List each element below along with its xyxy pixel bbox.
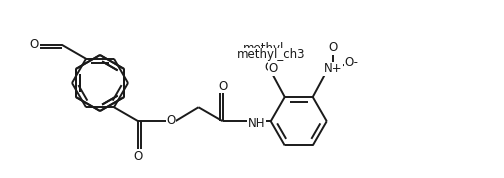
Text: O: O	[218, 80, 227, 93]
Text: O: O	[167, 114, 176, 127]
Text: methyl_ch3: methyl_ch3	[236, 48, 305, 61]
Text: O: O	[134, 150, 143, 163]
Text: methyl: methyl	[243, 42, 284, 55]
Text: N+: N+	[324, 62, 342, 75]
Text: O: O	[264, 61, 273, 74]
Text: O: O	[29, 38, 38, 51]
Text: NH: NH	[248, 117, 266, 130]
Text: O: O	[268, 62, 277, 75]
Text: O-: O-	[345, 56, 359, 69]
Text: O: O	[328, 41, 337, 54]
